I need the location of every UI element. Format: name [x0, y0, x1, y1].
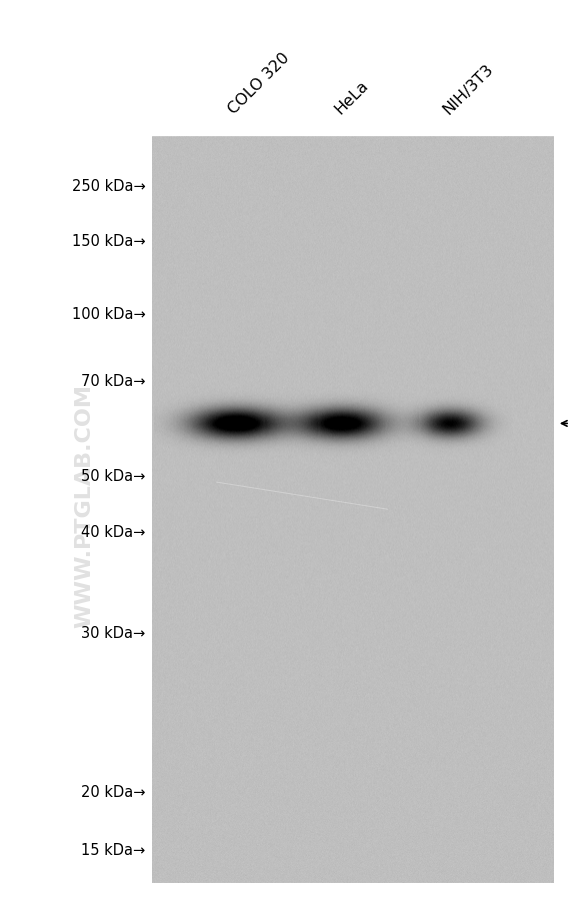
Text: 30 kDa→: 30 kDa→ — [81, 626, 145, 640]
Text: HeLa: HeLa — [331, 78, 371, 117]
Text: 100 kDa→: 100 kDa→ — [72, 307, 145, 321]
Text: NIH/3T3: NIH/3T3 — [439, 61, 496, 117]
Text: 40 kDa→: 40 kDa→ — [81, 525, 145, 539]
Text: 15 kDa→: 15 kDa→ — [81, 842, 145, 857]
Text: WWW.PTGLAB.COM: WWW.PTGLAB.COM — [74, 383, 95, 627]
Text: 50 kDa→: 50 kDa→ — [81, 469, 145, 483]
Text: COLO 320: COLO 320 — [226, 51, 293, 117]
Text: 150 kDa→: 150 kDa→ — [72, 234, 145, 248]
Text: 250 kDa→: 250 kDa→ — [72, 179, 145, 194]
Text: 70 kDa→: 70 kDa→ — [81, 373, 145, 388]
Text: 20 kDa→: 20 kDa→ — [81, 785, 145, 799]
